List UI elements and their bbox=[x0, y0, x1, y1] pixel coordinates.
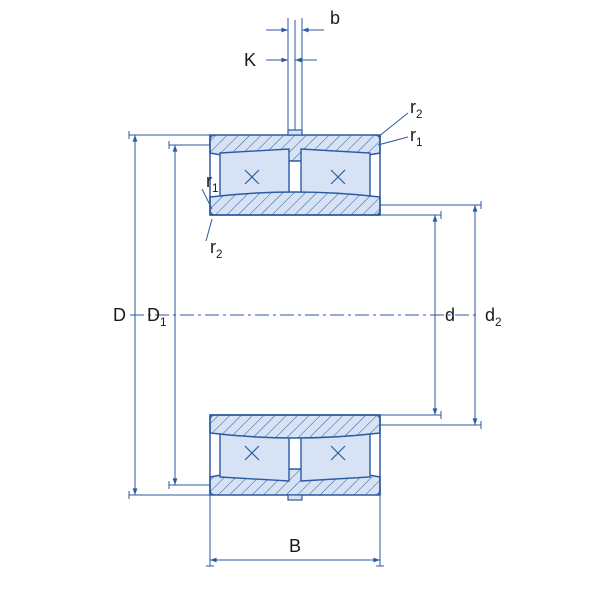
label-r1-inner: r1 bbox=[206, 171, 219, 195]
label-d: d bbox=[445, 305, 455, 325]
label-d2: d2 bbox=[485, 305, 502, 329]
label-B: B bbox=[289, 536, 301, 556]
label-r1-outer: r1 bbox=[410, 125, 423, 149]
label-b: b bbox=[330, 8, 340, 28]
label-D1: D1 bbox=[147, 305, 167, 329]
label-K: K bbox=[244, 50, 256, 70]
label-r2-inner: r2 bbox=[210, 237, 223, 261]
label-r2-outer: r2 bbox=[410, 97, 423, 121]
label-D: D bbox=[113, 305, 126, 325]
